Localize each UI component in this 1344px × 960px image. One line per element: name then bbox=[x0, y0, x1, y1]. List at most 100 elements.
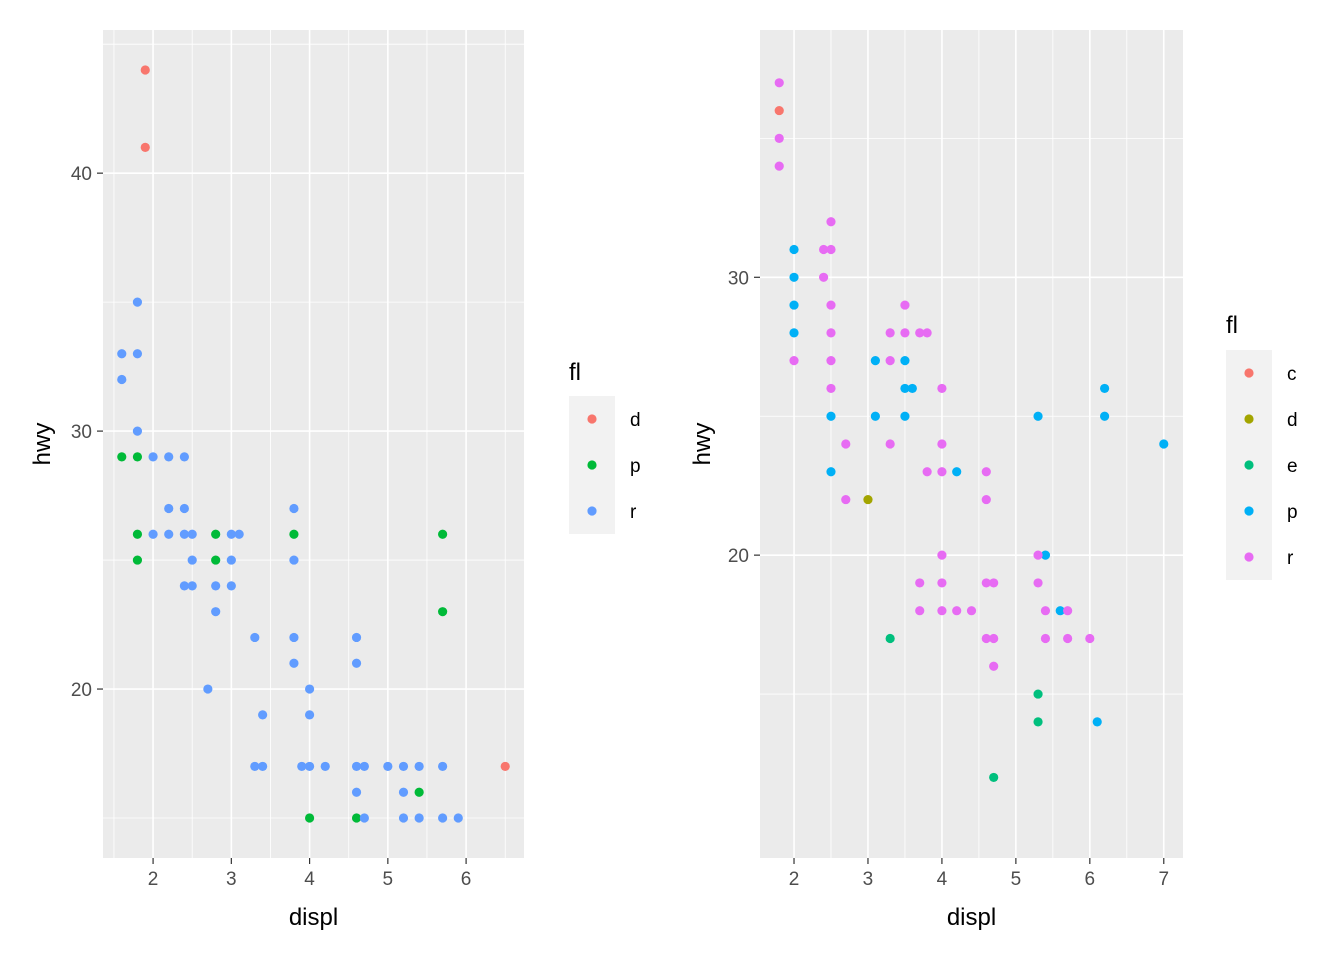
y-tick-label: 20 bbox=[728, 546, 749, 567]
legend-label-p: p bbox=[1287, 502, 1298, 523]
data-point-r bbox=[148, 529, 158, 539]
data-point-r bbox=[981, 494, 991, 505]
data-point-r bbox=[774, 133, 784, 143]
legend-label-r: r bbox=[1287, 548, 1294, 569]
data-point-r bbox=[304, 684, 315, 694]
x-axis-title: displ bbox=[947, 904, 996, 931]
x-tick-label: 7 bbox=[1158, 869, 1169, 890]
data-point-r bbox=[164, 452, 174, 462]
data-point-r bbox=[981, 578, 991, 588]
data-point-r bbox=[383, 761, 393, 772]
data-point-p bbox=[789, 300, 799, 310]
data-point-r bbox=[915, 328, 925, 338]
legend-key-c bbox=[1244, 368, 1254, 378]
data-point-r bbox=[117, 374, 127, 385]
data-point-r bbox=[117, 349, 127, 359]
data-point-r bbox=[164, 529, 174, 539]
data-point-r bbox=[226, 555, 236, 565]
data-point-r bbox=[915, 606, 925, 616]
data-point-r bbox=[922, 328, 932, 338]
data-point-r bbox=[937, 578, 947, 588]
data-point-r bbox=[258, 761, 268, 772]
data-point-r bbox=[826, 383, 836, 394]
data-point-p bbox=[132, 555, 143, 565]
data-point-r bbox=[826, 300, 836, 310]
data-point-r bbox=[289, 555, 299, 565]
legend-title: fl bbox=[569, 359, 581, 386]
data-point-e bbox=[989, 772, 999, 783]
legend-key-p bbox=[587, 460, 597, 470]
data-point-r bbox=[250, 632, 260, 643]
data-point-r bbox=[453, 813, 463, 823]
data-point-r bbox=[289, 503, 299, 514]
data-point-p bbox=[304, 813, 315, 823]
data-point-r bbox=[937, 439, 947, 449]
data-point-r bbox=[148, 452, 158, 462]
data-point-r bbox=[937, 550, 947, 560]
data-point-p bbox=[789, 272, 799, 282]
data-point-r bbox=[937, 606, 947, 616]
legend-key-e bbox=[1244, 460, 1254, 470]
legend-key-p bbox=[1244, 506, 1254, 516]
y-tick-label: 20 bbox=[71, 680, 92, 701]
data-point-r bbox=[289, 632, 299, 643]
y-axis-title: hwy bbox=[689, 423, 716, 466]
data-point-r bbox=[398, 761, 409, 772]
data-point-e bbox=[1033, 717, 1043, 727]
legend-label-d: d bbox=[1287, 410, 1298, 431]
data-point-r bbox=[937, 467, 947, 477]
data-point-r bbox=[1040, 606, 1051, 616]
data-point-r bbox=[885, 328, 895, 338]
data-point-r bbox=[414, 761, 424, 772]
right-scatter-plot: 2 3 4 5 6 7 20 30 displ hwy fl c d e p r bbox=[689, 30, 1298, 931]
plot-background bbox=[103, 30, 524, 858]
data-point-r bbox=[1063, 606, 1073, 616]
x-tick-label: 5 bbox=[1011, 869, 1022, 890]
x-tick-label: 4 bbox=[937, 869, 948, 890]
data-point-r bbox=[818, 272, 829, 282]
data-point-r bbox=[1033, 550, 1043, 560]
y-tick-label: 30 bbox=[728, 268, 749, 289]
data-point-r bbox=[789, 356, 799, 366]
data-point-r bbox=[438, 813, 448, 823]
data-point-r bbox=[841, 494, 851, 505]
data-point-r bbox=[841, 439, 851, 449]
data-point-p bbox=[1033, 411, 1043, 421]
data-point-p bbox=[211, 555, 221, 565]
data-point-r bbox=[351, 787, 362, 797]
data-point-r bbox=[320, 761, 330, 772]
data-point-r bbox=[211, 581, 221, 591]
legend-key-d bbox=[587, 414, 597, 424]
data-point-r bbox=[226, 529, 236, 539]
data-point-p bbox=[870, 356, 880, 366]
x-tick-label: 4 bbox=[304, 869, 315, 890]
data-point-r bbox=[234, 529, 244, 539]
data-point-p bbox=[1055, 606, 1065, 616]
data-point-r bbox=[818, 244, 829, 255]
x-tick-label: 2 bbox=[789, 869, 800, 890]
left-scatter-plot: 2 3 4 5 6 20 30 40 displ hwy fl d p r bbox=[29, 30, 641, 931]
data-point-r bbox=[937, 383, 947, 394]
data-point-p bbox=[900, 356, 910, 366]
data-point-r bbox=[179, 581, 189, 591]
data-point-r bbox=[351, 658, 362, 668]
data-point-p bbox=[438, 607, 448, 617]
data-point-r bbox=[1063, 633, 1073, 644]
data-point-r bbox=[179, 503, 189, 514]
data-point-e bbox=[885, 633, 895, 644]
data-point-p bbox=[1092, 717, 1102, 727]
data-point-p bbox=[414, 787, 424, 797]
data-point-d bbox=[140, 65, 150, 75]
data-point-r bbox=[359, 813, 369, 823]
data-point-c bbox=[774, 105, 784, 116]
data-point-r bbox=[289, 658, 299, 668]
legend-key-r bbox=[1244, 552, 1254, 562]
legend-label-e: e bbox=[1287, 456, 1298, 477]
data-point-p bbox=[132, 452, 143, 462]
data-point-p bbox=[789, 328, 799, 338]
data-point-r bbox=[179, 529, 189, 539]
data-point-r bbox=[132, 426, 143, 436]
data-point-p bbox=[1100, 383, 1110, 394]
data-point-r bbox=[774, 78, 784, 88]
data-point-r bbox=[966, 606, 977, 616]
